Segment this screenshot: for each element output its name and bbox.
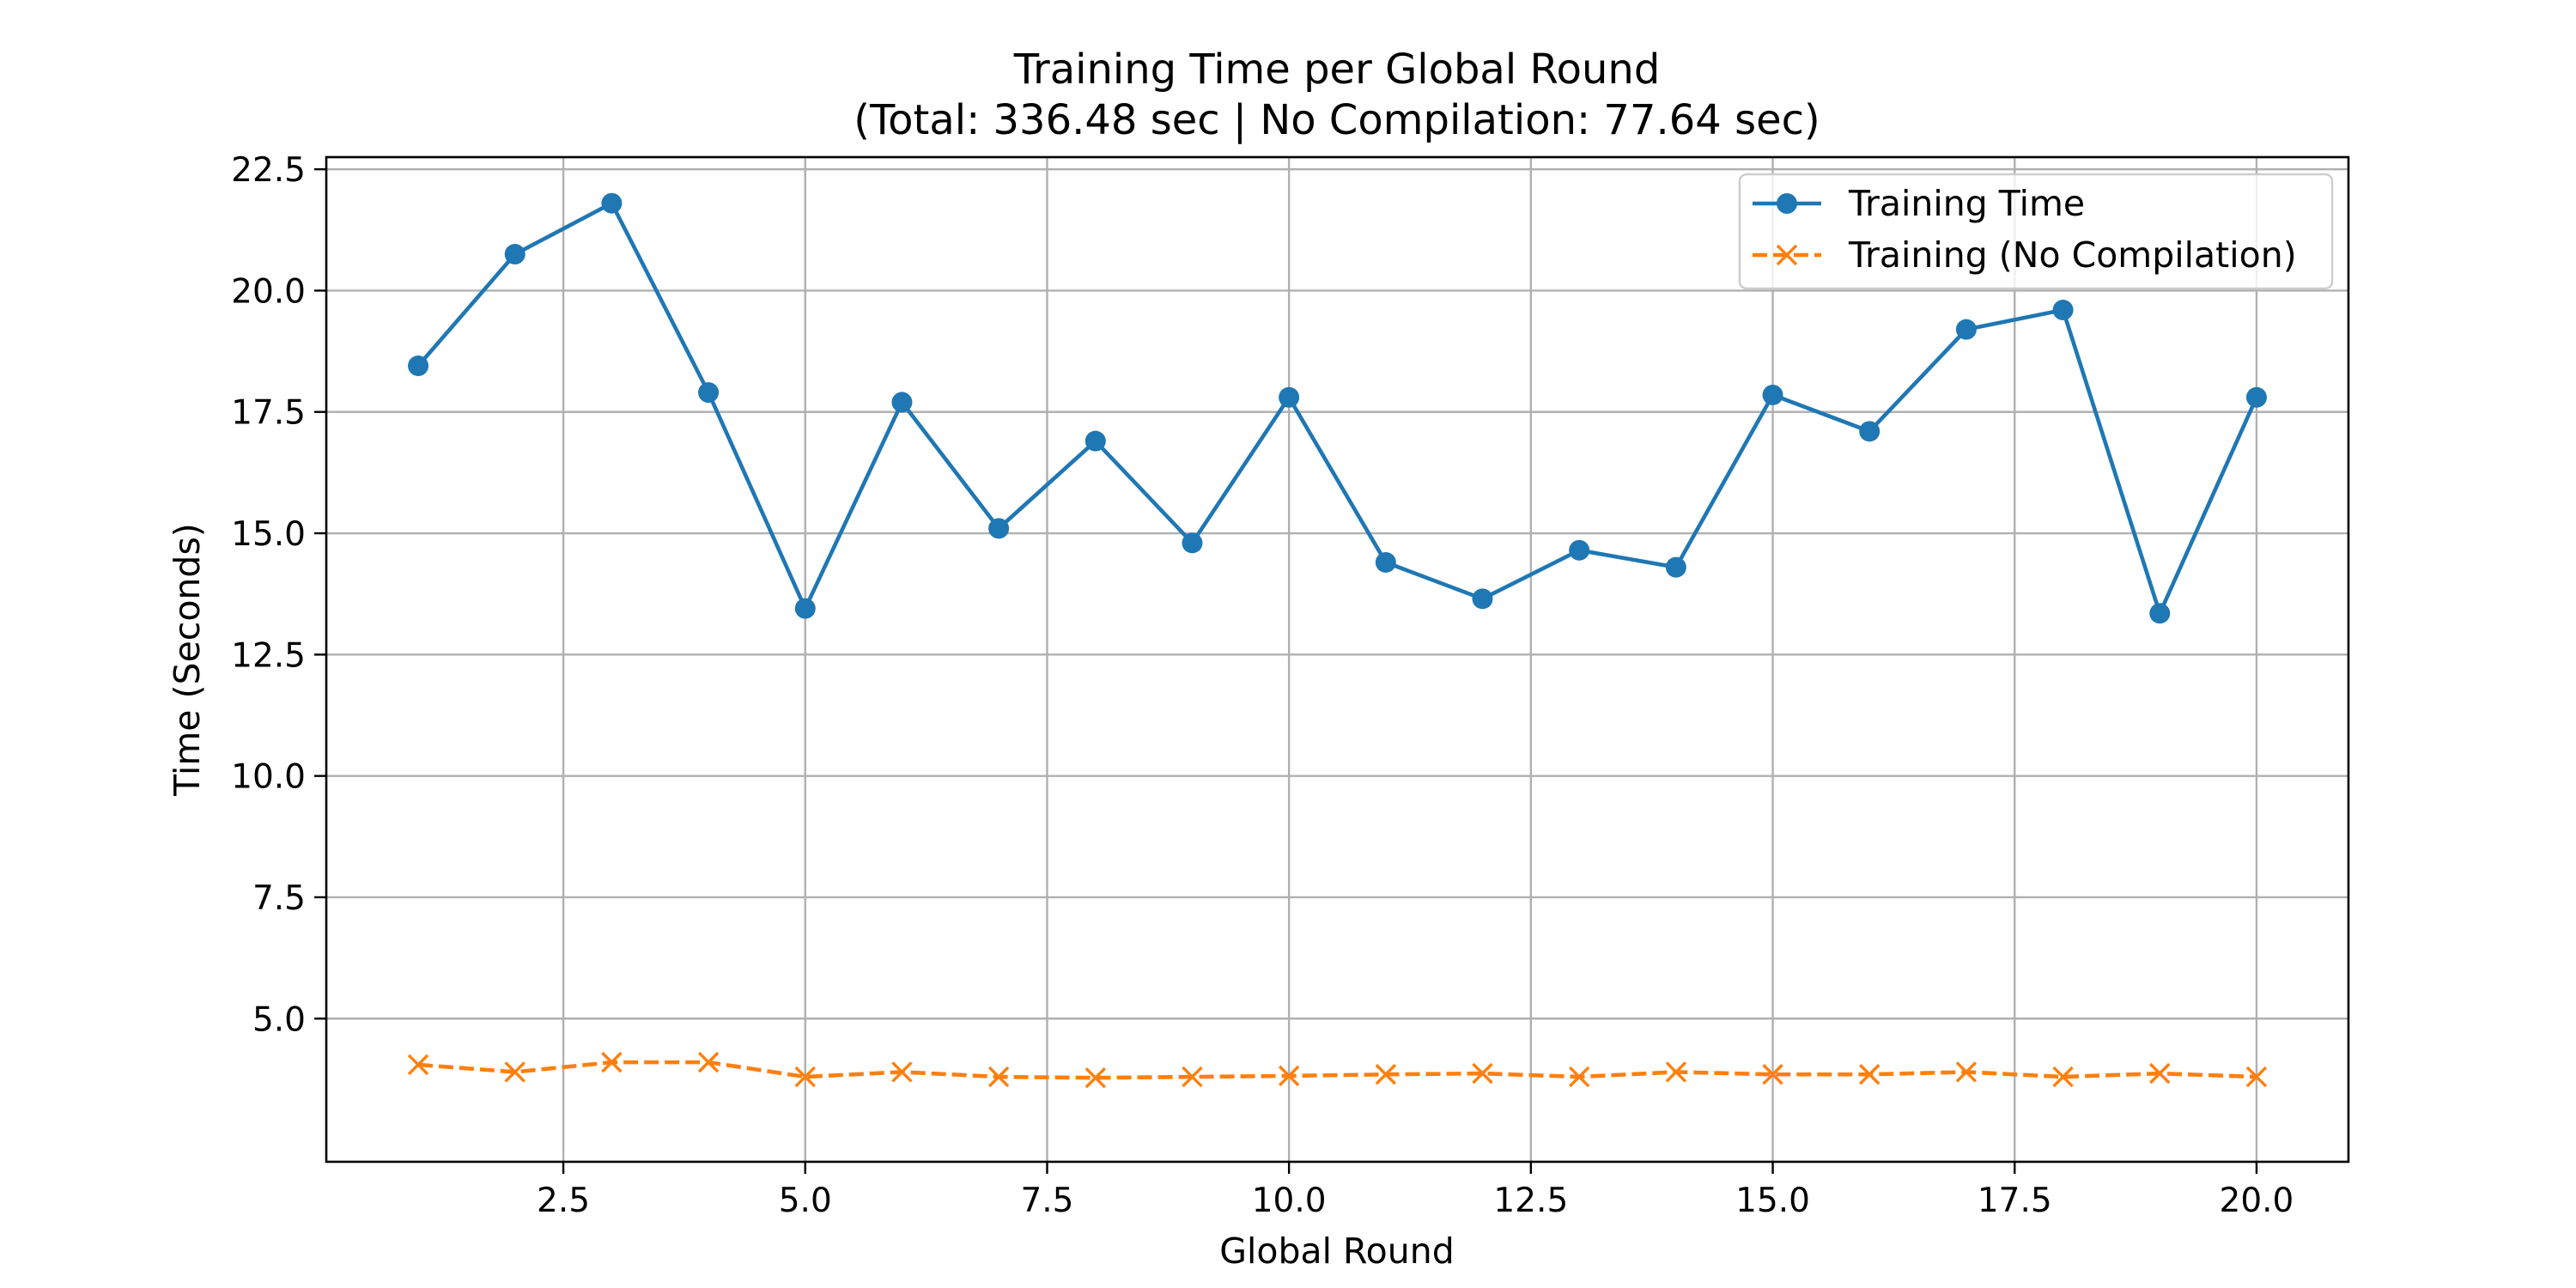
data-point xyxy=(1472,588,1493,610)
data-point xyxy=(1278,1065,1300,1087)
data-point xyxy=(794,598,816,619)
legend-box xyxy=(1738,173,2334,290)
y-tick-label: 17.5 xyxy=(231,394,306,433)
data-point xyxy=(987,1066,1010,1088)
legend-marker xyxy=(1777,193,1797,214)
x-tick-label: 20.0 xyxy=(2220,1182,2294,1220)
data-point xyxy=(1472,1062,1493,1084)
legend-label: Training (No Compilation) xyxy=(1848,234,2297,276)
data-point xyxy=(1762,1064,1783,1085)
y-axis-label: Time (Seconds) xyxy=(167,523,208,797)
data-point xyxy=(1955,319,1977,340)
data-point xyxy=(891,392,913,413)
data-point xyxy=(2149,1062,2171,1084)
data-point xyxy=(1182,532,1203,554)
data-point xyxy=(407,1054,429,1076)
data-point xyxy=(2052,300,2074,321)
grid-lines xyxy=(326,157,2348,1162)
y-tick-label: 7.5 xyxy=(252,879,306,918)
data-point xyxy=(601,192,623,214)
data-point xyxy=(1665,1061,1687,1083)
x-tick-label: 12.5 xyxy=(1493,1182,1568,1220)
data-point xyxy=(697,1051,720,1073)
data-point xyxy=(1859,421,1880,442)
data-point xyxy=(1375,551,1396,573)
data-point xyxy=(2149,603,2171,624)
data-point xyxy=(1084,1067,1107,1089)
data-point xyxy=(1182,1066,1203,1088)
x-axis: 2.5 5.0 7.5 10.0 12.5 15.0 17.5 20.0 xyxy=(537,1162,2293,1220)
legend-marker xyxy=(1776,244,1798,266)
data-point xyxy=(2052,1066,2074,1088)
y-tick-label: 10.0 xyxy=(231,758,306,797)
x-tick-label: 17.5 xyxy=(1978,1182,2052,1220)
data-point xyxy=(1569,539,1590,561)
x-tick-label: 15.0 xyxy=(1735,1182,1810,1220)
data-point xyxy=(504,1061,526,1083)
legend-item: Training (No Compilation) xyxy=(1753,234,2297,276)
y-tick-label: 12.5 xyxy=(231,636,306,675)
data-point xyxy=(504,244,526,265)
data-point xyxy=(1955,1061,1978,1083)
data-point xyxy=(1084,430,1106,452)
y-tick-label: 5.0 xyxy=(252,1000,306,1039)
data-point xyxy=(891,1061,913,1083)
series-line xyxy=(416,201,2259,616)
data-point xyxy=(988,518,1010,539)
plot-frame xyxy=(325,155,2350,1163)
data-point xyxy=(1568,1066,1590,1088)
data-point xyxy=(1859,1064,1880,1085)
data-point xyxy=(2245,386,2267,408)
data-point xyxy=(794,1066,816,1088)
legend-item: Training Time xyxy=(1753,183,2085,224)
series-lines xyxy=(407,192,2268,1089)
legend: Training Time Training (No Compilation) xyxy=(1738,173,2334,290)
y-tick-label: 22.5 xyxy=(231,151,306,190)
data-point xyxy=(2245,1066,2268,1088)
y-tick-label: 15.0 xyxy=(231,515,306,554)
y-axis: 5.0 7.5 10.0 12.5 15.0 17.5 20.0 22.5 xyxy=(231,151,326,1039)
series-2 xyxy=(407,1051,2268,1089)
series-1 xyxy=(408,192,2267,624)
data-point xyxy=(1375,1064,1397,1085)
data-point xyxy=(408,355,429,377)
chart-subtitle: (Total: 336.48 sec | No Compilation: 77.… xyxy=(854,96,1820,144)
x-tick-label: 10.0 xyxy=(1252,1182,1327,1220)
y-tick-label: 20.0 xyxy=(231,272,306,311)
x-tick-label: 7.5 xyxy=(1020,1182,1073,1220)
x-tick-label: 5.0 xyxy=(779,1182,832,1220)
chart-title: Training Time per Global Round xyxy=(1013,46,1661,94)
data-point xyxy=(1665,556,1686,578)
data-point xyxy=(601,1051,623,1073)
x-axis-label: Global Round xyxy=(1219,1230,1455,1272)
data-point xyxy=(1279,386,1300,408)
data-point xyxy=(1762,384,1783,405)
legend-label: Training Time xyxy=(1848,183,2085,224)
data-point xyxy=(698,382,720,404)
series-line xyxy=(417,1060,2257,1080)
x-tick-label: 2.5 xyxy=(537,1182,590,1220)
